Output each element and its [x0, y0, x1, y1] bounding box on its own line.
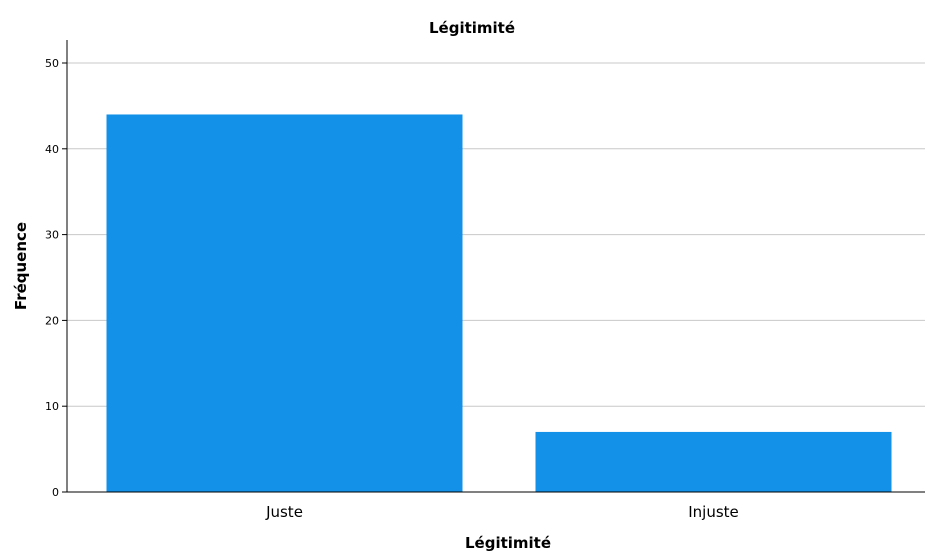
x-tick-label: Injuste	[688, 503, 739, 521]
bar-juste	[106, 114, 463, 492]
bar-injuste	[535, 431, 892, 492]
bars	[106, 114, 892, 492]
y-tick-label: 40	[45, 143, 59, 156]
y-ticks: 0 10 20 30 40 50	[45, 57, 67, 499]
y-tick-label: 50	[45, 57, 59, 70]
x-tick-label: Juste	[265, 503, 303, 521]
y-tick-label: 20	[45, 314, 59, 327]
y-tick-label: 30	[45, 229, 59, 242]
y-tick-label: 0	[52, 486, 59, 499]
y-tick-label: 10	[45, 400, 59, 413]
axes	[66, 40, 925, 493]
x-tick-labels: Juste Injuste	[265, 503, 739, 521]
chart-title: Légitimité	[429, 19, 515, 37]
x-axis-title: Légitimité	[465, 534, 551, 552]
y-axis-title: Fréquence	[12, 222, 30, 310]
